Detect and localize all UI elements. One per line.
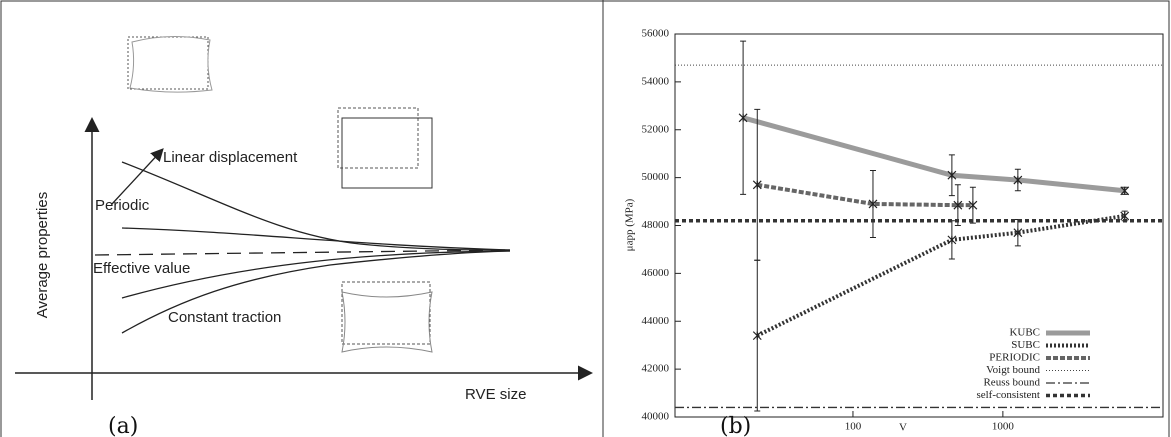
point	[1013, 228, 1023, 238]
point	[738, 113, 748, 123]
point	[947, 235, 957, 245]
y-tick-label: 52000	[642, 123, 670, 135]
axis-label: Average properties	[34, 192, 51, 318]
curve-label: Effective value	[93, 260, 190, 277]
dashed-line	[94, 249, 511, 256]
icon	[341, 117, 433, 189]
panel-label: (a)	[108, 414, 138, 437]
arrow	[111, 148, 164, 205]
series-line	[756, 182, 973, 208]
legend-label: Reuss bound	[983, 377, 1040, 389]
x-tick-label: 1000	[992, 421, 1015, 433]
point	[968, 200, 978, 210]
x-axis-label: V	[899, 422, 907, 434]
curve	[121, 250, 511, 299]
point	[947, 170, 957, 180]
y-tick-label: 56000	[642, 28, 670, 40]
y-tick-label: 50000	[642, 171, 670, 183]
legend-label: Voigt bound	[986, 364, 1040, 376]
chart: (b) V μapp (MPa) 40000 42000 44000 46000 480…	[624, 28, 1164, 437]
point	[868, 199, 878, 209]
legend-label: PERIODIC	[989, 352, 1040, 364]
x-tick-label: 100	[845, 421, 862, 433]
point	[752, 180, 762, 190]
axis-label: RVE size	[465, 386, 526, 403]
diagram: Linear displacement Periodic Effective v…	[15, 35, 593, 437]
point	[953, 200, 963, 210]
curve	[121, 161, 511, 251]
legend-label: SUBC	[1011, 339, 1040, 351]
curve	[121, 227, 511, 251]
y-tick-label: 48000	[642, 219, 670, 231]
legend-label: KUBC	[1009, 327, 1040, 339]
point	[752, 331, 762, 341]
curve-label: Periodic	[95, 197, 150, 214]
icon	[129, 35, 213, 93]
y-tick-label: 40000	[642, 411, 670, 423]
legend-label: self-consistent	[976, 389, 1040, 401]
point	[1120, 211, 1130, 221]
y-axis-label: μapp (MPa)	[624, 198, 636, 251]
y-tick-label: 54000	[642, 75, 670, 87]
icon	[337, 107, 419, 169]
point	[1120, 186, 1130, 196]
point	[1013, 175, 1023, 185]
y-tick-label: 42000	[642, 363, 670, 375]
icon	[127, 36, 209, 90]
series-line	[742, 115, 1125, 194]
curve-label: Linear displacement	[163, 149, 298, 166]
y-tick-label: 44000	[642, 315, 670, 327]
curve	[121, 250, 511, 334]
icon	[341, 291, 433, 353]
panel-label: (b)	[720, 414, 751, 437]
curve-label: Constant traction	[168, 309, 281, 326]
icon	[341, 281, 431, 345]
y-tick-label: 46000	[642, 267, 670, 279]
series-line	[756, 213, 1126, 338]
